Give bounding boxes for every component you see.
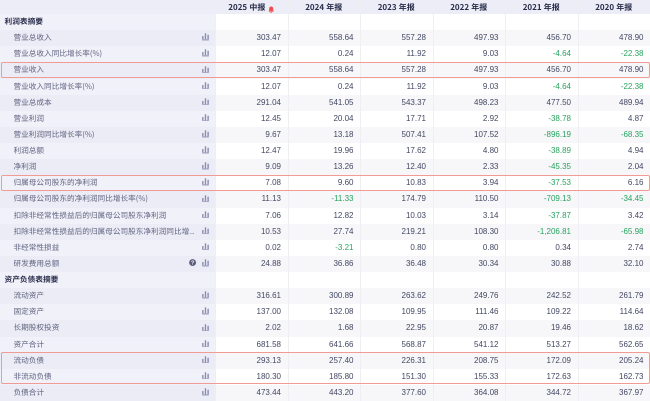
svg-text:?: ? <box>191 261 194 267</box>
